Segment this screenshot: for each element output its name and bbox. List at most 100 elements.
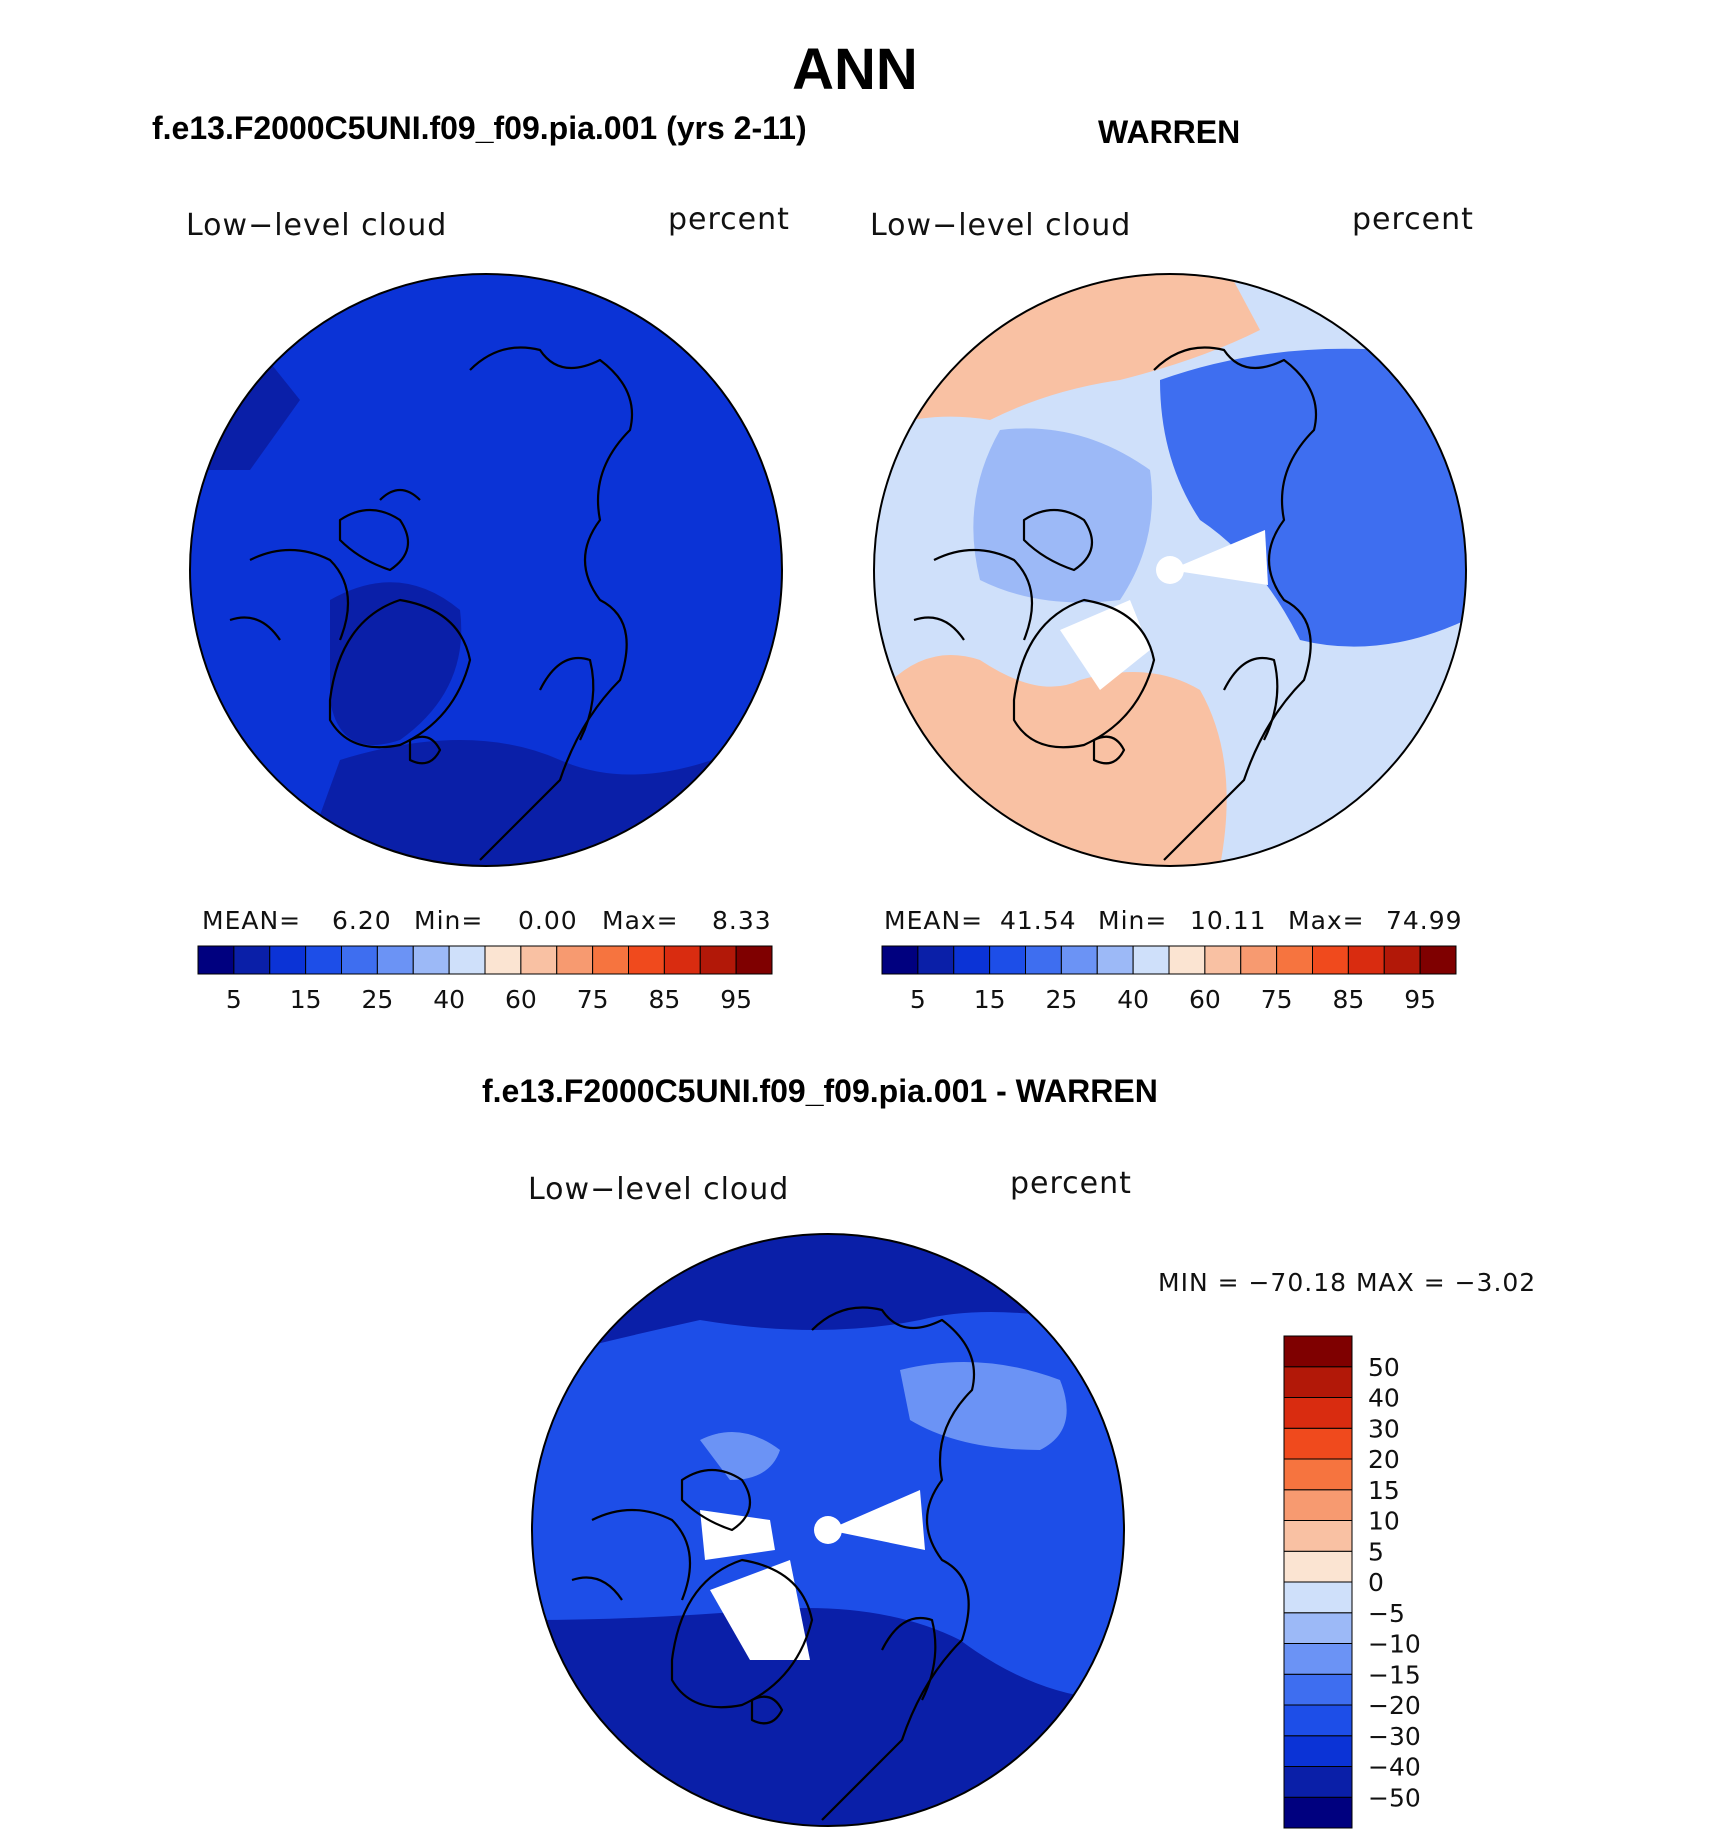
iceland-coast bbox=[408, 735, 442, 765]
diff-missing-wedge-3 bbox=[700, 1510, 775, 1560]
model-colorbar-tick-label: 40 bbox=[433, 985, 465, 1014]
obs-variable-label: Low−level cloud bbox=[870, 208, 1132, 243]
diff-colorbar-tick-label: −50 bbox=[1368, 1783, 1421, 1812]
model-coastlines bbox=[229, 346, 634, 861]
obs-colorbar-tick-label: 60 bbox=[1189, 985, 1221, 1014]
obs-colorbar-swatch bbox=[1419, 945, 1457, 975]
obs-colorbar-swatch bbox=[1168, 945, 1206, 975]
model-colorbar-tick-label: 5 bbox=[226, 985, 242, 1014]
diff-colorbar-tick-label: 5 bbox=[1368, 1537, 1384, 1566]
obs-colorbar-swatch bbox=[881, 945, 919, 975]
model-variable-label: Low−level cloud bbox=[186, 208, 448, 243]
diff-colorbar-swatch bbox=[1283, 1581, 1353, 1614]
obs-polar-map bbox=[873, 273, 1467, 867]
model-colorbar-swatch bbox=[592, 945, 629, 975]
obs-colorbar-tick-label: 25 bbox=[1045, 985, 1077, 1014]
model-colorbar-swatch bbox=[735, 945, 773, 975]
diff-colorbar-tick-label: 15 bbox=[1368, 1476, 1400, 1505]
obs-colorbar-swatch bbox=[1240, 945, 1278, 975]
obs-colorbar-swatch bbox=[1060, 945, 1098, 975]
obs-colorbar-swatch bbox=[1132, 945, 1170, 975]
obs-colorbar-swatch bbox=[917, 945, 955, 975]
model-colorbar-tick-label: 25 bbox=[361, 985, 393, 1014]
model-colorbar-swatch bbox=[412, 945, 450, 975]
arctic-islands-coast bbox=[680, 1469, 752, 1532]
model-map-outline bbox=[189, 273, 783, 867]
diff-colorbar-swatch bbox=[1283, 1366, 1353, 1398]
arctic-islands-coast bbox=[338, 488, 421, 572]
scandinavia-coast bbox=[539, 656, 595, 741]
diff-colorbar-swatch bbox=[1283, 1550, 1353, 1583]
obs-field-arctic-mid bbox=[973, 428, 1152, 603]
diff-colorbar-swatch bbox=[1283, 1489, 1353, 1521]
obs-mean-value: 41.54 bbox=[1000, 906, 1077, 935]
model-colorbar-tick-label: 15 bbox=[290, 985, 322, 1014]
diff-colorbar-tick-label: −5 bbox=[1368, 1599, 1405, 1628]
eurasia-coast bbox=[1153, 346, 1318, 861]
diff-colorbar-tick-label: 30 bbox=[1368, 1414, 1400, 1443]
diff-variable-label: Low−level cloud bbox=[528, 1172, 790, 1207]
diff-colorbar-swatch bbox=[1283, 1335, 1353, 1368]
eurasia-coast bbox=[469, 346, 634, 861]
model-colorbar-swatch bbox=[448, 945, 486, 975]
obs-min-label: Min= bbox=[1098, 906, 1168, 935]
obs-map-outline bbox=[873, 273, 1467, 867]
iceland-coast bbox=[750, 1695, 784, 1725]
model-colorbar-swatch bbox=[197, 945, 235, 975]
main-title: ANN bbox=[792, 37, 918, 102]
diff-field-siberia-light bbox=[900, 1362, 1067, 1450]
model-colorbar-swatch bbox=[628, 945, 665, 975]
north-america-coast bbox=[913, 548, 1034, 641]
diff-colorbar-swatch bbox=[1283, 1643, 1353, 1675]
obs-mean-label: MEAN= bbox=[884, 906, 984, 935]
model-colorbar-swatch bbox=[484, 945, 522, 975]
obs-colorbar-tick-label: 40 bbox=[1117, 985, 1149, 1014]
diff-colorbar-tick-label: 10 bbox=[1368, 1507, 1400, 1536]
diff-colorbar-tick-label: 40 bbox=[1368, 1384, 1400, 1413]
model-colorbar-tick-label: 60 bbox=[505, 985, 537, 1014]
model-colorbar-tick-label: 95 bbox=[720, 985, 752, 1014]
model-panel-title: f.e13.F2000C5UNI.f09_f09.pia.001 (yrs 2-… bbox=[152, 110, 807, 146]
greenland-coast bbox=[670, 1558, 814, 1709]
model-colorbar-swatch bbox=[699, 945, 737, 975]
north-america-coast bbox=[571, 1508, 692, 1601]
obs-field-europe-light bbox=[1240, 640, 1466, 866]
obs-coastlines bbox=[913, 346, 1318, 861]
diff-colorbar-swatch bbox=[1283, 1612, 1353, 1644]
obs-colorbar-swatch bbox=[953, 945, 991, 975]
diff-missing-wedge-2 bbox=[710, 1560, 810, 1660]
diff-minmax-text: MIN = −70.18 MAX = −3.02 bbox=[1158, 1268, 1537, 1297]
diff-units-label: percent bbox=[1010, 1166, 1132, 1201]
diff-pole-hole bbox=[814, 1516, 842, 1544]
model-colorbar-swatch bbox=[269, 945, 307, 975]
diff-colorbar-swatch bbox=[1283, 1427, 1353, 1460]
eurasia-coast bbox=[811, 1306, 976, 1821]
obs-colorbar-tick-label: 85 bbox=[1332, 985, 1364, 1014]
obs-colorbar-swatch bbox=[1204, 945, 1242, 975]
diff-colorbar-swatch bbox=[1283, 1397, 1353, 1429]
obs-colorbar-swatch bbox=[1025, 945, 1062, 975]
obs-panel-title: WARREN bbox=[1098, 114, 1241, 150]
diff-colorbar-tick-label: −20 bbox=[1368, 1691, 1421, 1720]
diff-colorbar-tick-label: −40 bbox=[1368, 1753, 1421, 1782]
model-polar-map bbox=[189, 273, 783, 867]
obs-colorbar-swatch bbox=[1096, 945, 1134, 975]
diff-field-atlantic-dark bbox=[532, 1608, 1124, 1826]
obs-colorbar-tick-label: 15 bbox=[974, 985, 1006, 1014]
iceland-coast bbox=[1092, 735, 1126, 765]
obs-colorbar-tick-label: 5 bbox=[910, 985, 926, 1014]
model-min-value: 0.00 bbox=[518, 906, 578, 935]
diff-colorbar-tick-label: −10 bbox=[1368, 1630, 1421, 1659]
model-colorbar-swatch bbox=[556, 945, 594, 975]
scandinavia-coast bbox=[881, 1616, 937, 1701]
diff-colorbar-swatch bbox=[1283, 1673, 1353, 1706]
diff-colorbar-swatch bbox=[1283, 1796, 1353, 1829]
model-colorbar-swatch bbox=[520, 945, 558, 975]
diff-map-outline bbox=[531, 1233, 1125, 1827]
difference-title: f.e13.F2000C5UNI.f09_f09.pia.001 - WARRE… bbox=[482, 1073, 1158, 1109]
greenland-coast bbox=[328, 598, 472, 749]
model-mean-value: 6.20 bbox=[332, 906, 392, 935]
obs-min-value: 10.11 bbox=[1190, 906, 1267, 935]
diff-colorbar-tick-label: 20 bbox=[1368, 1445, 1400, 1474]
